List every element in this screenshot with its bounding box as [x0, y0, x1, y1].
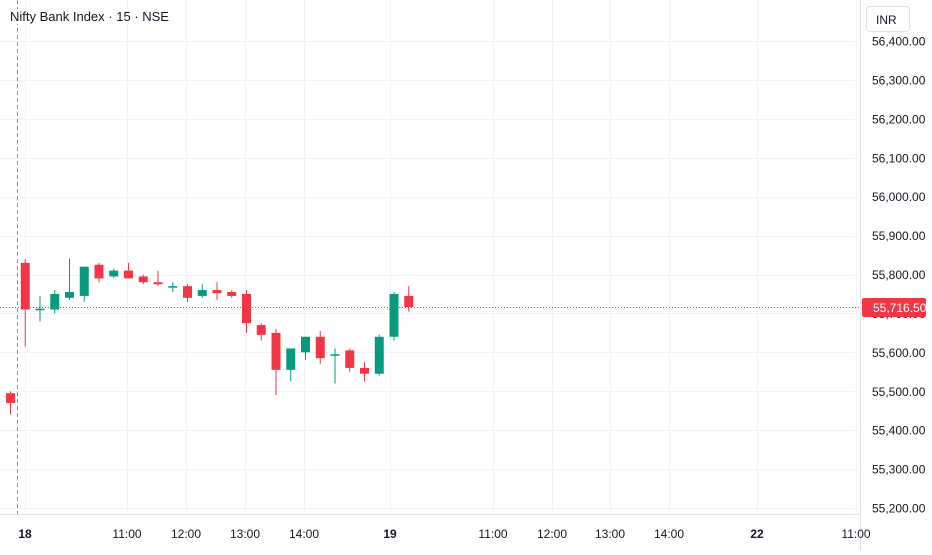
- candle-body: [360, 367, 369, 374]
- candle-body: [212, 290, 222, 294]
- price-tick-label: 55,900.00: [872, 229, 926, 243]
- candle-body: [94, 264, 104, 279]
- candle-body: [35, 308, 45, 311]
- time-tick-label: 13:00: [230, 527, 260, 541]
- currency-button[interactable]: INR: [866, 6, 910, 32]
- time-tick-label: 12:00: [171, 527, 201, 541]
- candle-body: [345, 350, 355, 368]
- candle-body: [374, 336, 384, 374]
- time-tick-label: 11:00: [112, 527, 141, 541]
- price-tick-label: 56,300.00: [872, 73, 926, 87]
- time-tick-label: 13:00: [595, 527, 625, 541]
- candle-body: [271, 332, 281, 370]
- candle-body: [404, 295, 414, 307]
- candle-body: [138, 276, 148, 283]
- price-tick-label: 56,200.00: [872, 112, 926, 126]
- chart-title: Nifty Bank Index · 15 · NSE: [8, 9, 171, 24]
- candle-body: [227, 292, 237, 296]
- time-tick-label: 11:00: [841, 527, 870, 541]
- time-tick-label: 19: [383, 527, 397, 541]
- price-tick-label: 55,600.00: [872, 346, 926, 360]
- candle-body: [183, 286, 192, 298]
- candle-body: [242, 293, 251, 324]
- last-price-label: 55,716.50: [873, 301, 927, 315]
- price-tick-label: 55,200.00: [872, 502, 926, 516]
- candle-body: [65, 292, 74, 298]
- price-tick-label: 55,800.00: [872, 268, 926, 282]
- last-price-badge: [862, 298, 926, 317]
- time-tick-label: 18: [18, 527, 32, 541]
- candle-body: [109, 270, 119, 277]
- candle-body: [315, 336, 325, 359]
- time-tick-label: 22: [750, 527, 764, 541]
- candle-body: [124, 270, 133, 279]
- candle-body: [330, 354, 340, 356]
- candle-body: [79, 266, 89, 296]
- time-tick-label: 14:00: [654, 527, 684, 541]
- time-tick-label: 12:00: [537, 527, 567, 541]
- price-tick-label: 55,300.00: [872, 463, 926, 477]
- candle-body: [301, 336, 310, 353]
- candle-body: [286, 348, 296, 370]
- candle-body: [153, 282, 163, 285]
- candle-body: [6, 393, 15, 403]
- candle-body: [389, 293, 399, 337]
- time-tick-label: 11:00: [478, 527, 507, 541]
- price-tick-label: 55,400.00: [872, 424, 926, 438]
- candle-body: [197, 290, 207, 296]
- time-tick-label: 14:00: [289, 527, 319, 541]
- price-tick-label: 55,500.00: [872, 385, 926, 399]
- candle-body: [256, 325, 266, 335]
- price-tick-label: 56,000.00: [872, 190, 926, 204]
- price-tick-label: 56,400.00: [872, 35, 926, 49]
- candle-body: [20, 262, 30, 310]
- candle-body: [168, 286, 178, 288]
- candle-body: [50, 293, 60, 310]
- price-tick-label: 56,100.00: [872, 151, 926, 165]
